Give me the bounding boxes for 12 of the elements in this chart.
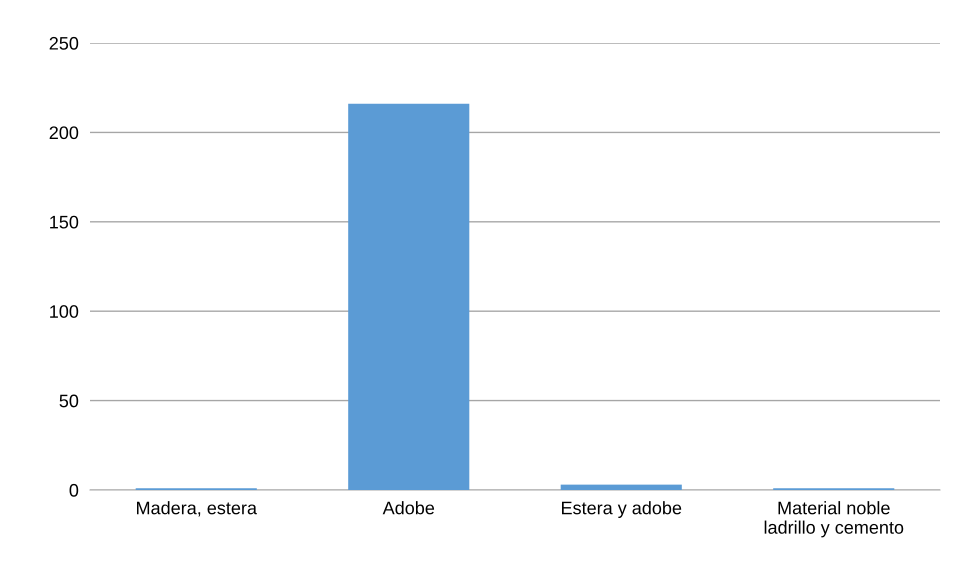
x-tick-label: Adobe: [382, 501, 434, 514]
y-tick-label: 250: [50, 36, 78, 50]
bar: [560, 484, 682, 490]
y-tick-label: 100: [50, 305, 78, 318]
bar: [348, 104, 470, 490]
y-tick-label: 150: [50, 216, 78, 229]
y-tick-label: 200: [50, 126, 78, 140]
y-tick-label: 50: [60, 394, 78, 408]
y-tick-label: 0: [70, 484, 78, 497]
x-tick-label: Material noble ladrillo y cemento: [764, 501, 904, 538]
x-tick-label: Madera, estera: [137, 501, 257, 517]
x-tick-label: Estera y adobe: [562, 501, 682, 518]
